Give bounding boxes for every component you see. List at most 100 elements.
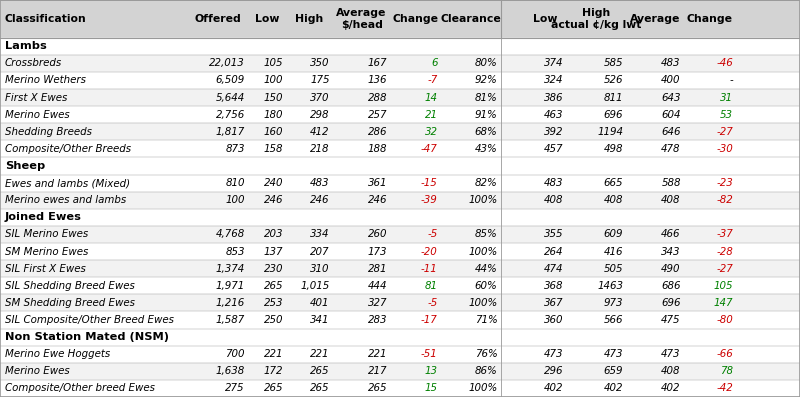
Text: 659: 659	[604, 366, 623, 376]
Text: -23: -23	[716, 178, 733, 188]
Text: 6,509: 6,509	[215, 75, 245, 85]
Text: 275: 275	[226, 384, 245, 393]
Text: 265: 265	[310, 384, 330, 393]
Text: -: -	[729, 75, 733, 85]
Text: 361: 361	[368, 178, 387, 188]
Text: elders: elders	[654, 273, 754, 346]
Text: 240: 240	[264, 178, 283, 188]
Text: 334: 334	[310, 229, 330, 239]
Text: 80%: 80%	[475, 58, 498, 68]
Bar	[0, 89, 800, 106]
Text: 175: 175	[310, 75, 330, 85]
Text: -5: -5	[427, 298, 438, 308]
Text: 257: 257	[368, 110, 387, 119]
Text: Joined Ewes: Joined Ewes	[5, 212, 82, 222]
Text: 207: 207	[310, 247, 330, 256]
Text: Merino Ewe Hoggets: Merino Ewe Hoggets	[5, 349, 110, 359]
Bar	[0, 175, 800, 192]
Text: 81: 81	[425, 281, 438, 291]
Bar	[0, 123, 800, 140]
Text: Change: Change	[687, 14, 733, 24]
Text: 343: 343	[662, 247, 681, 256]
Text: 68%: 68%	[475, 127, 498, 137]
Text: High: High	[295, 14, 324, 24]
Text: 100%: 100%	[468, 384, 498, 393]
Text: Average: Average	[630, 14, 680, 24]
Bar	[0, 55, 800, 72]
Text: 811: 811	[604, 93, 623, 102]
Text: 31: 31	[720, 93, 733, 102]
Text: 246: 246	[368, 195, 387, 205]
Text: Low: Low	[255, 14, 279, 24]
Text: 386: 386	[544, 93, 563, 102]
Text: Clearance: Clearance	[441, 14, 501, 24]
Text: SIL Merino Ewes: SIL Merino Ewes	[5, 229, 88, 239]
Text: 374: 374	[544, 58, 563, 68]
Text: Offered: Offered	[194, 14, 242, 24]
Text: 1,638: 1,638	[215, 366, 245, 376]
Text: Low: Low	[534, 14, 558, 24]
Text: -27: -27	[716, 264, 733, 274]
Text: -7: -7	[427, 75, 438, 85]
Text: 60%: 60%	[475, 281, 498, 291]
Text: 1,374: 1,374	[215, 264, 245, 274]
Text: 167: 167	[368, 58, 387, 68]
Bar	[0, 158, 800, 175]
Text: 13: 13	[425, 366, 438, 376]
Text: 105: 105	[264, 58, 283, 68]
Text: 341: 341	[310, 315, 330, 325]
Text: 466: 466	[662, 229, 681, 239]
Text: 412: 412	[310, 127, 330, 137]
Text: 76%: 76%	[475, 349, 498, 359]
Text: 327: 327	[368, 298, 387, 308]
Text: 43%: 43%	[475, 144, 498, 154]
Text: 6: 6	[431, 58, 438, 68]
Text: 324: 324	[544, 75, 563, 85]
Text: 609: 609	[604, 229, 623, 239]
Text: Shedding Breeds: Shedding Breeds	[5, 127, 92, 137]
Text: 505: 505	[604, 264, 623, 274]
Text: -80: -80	[716, 315, 733, 325]
Text: SIL Composite/Other Breed Ewes: SIL Composite/Other Breed Ewes	[5, 315, 174, 325]
Text: 1,971: 1,971	[215, 281, 245, 291]
Text: 147: 147	[714, 298, 733, 308]
Text: 1,587: 1,587	[215, 315, 245, 325]
Bar	[0, 329, 800, 346]
Text: 368: 368	[544, 281, 563, 291]
Bar	[0, 0, 800, 38]
Text: -46: -46	[716, 58, 733, 68]
Text: 498: 498	[604, 144, 623, 154]
Text: SM Shedding Breed Ewes: SM Shedding Breed Ewes	[5, 298, 134, 308]
Text: Composite/Other Breeds: Composite/Other Breeds	[5, 144, 131, 154]
Text: 71%: 71%	[475, 315, 498, 325]
Text: 483: 483	[310, 178, 330, 188]
Text: 401: 401	[310, 298, 330, 308]
Text: -82: -82	[716, 195, 733, 205]
Text: 5,644: 5,644	[215, 93, 245, 102]
Text: 444: 444	[368, 281, 387, 291]
Text: -30: -30	[716, 144, 733, 154]
Text: 32: 32	[425, 127, 438, 137]
Text: 4,768: 4,768	[215, 229, 245, 239]
Bar	[0, 226, 800, 243]
Text: 873: 873	[226, 144, 245, 154]
Text: elders: elders	[454, 122, 554, 195]
Text: 85%: 85%	[475, 229, 498, 239]
Text: Lambs: Lambs	[5, 41, 46, 51]
Bar	[0, 72, 800, 89]
Text: 408: 408	[604, 195, 623, 205]
Text: 230: 230	[264, 264, 283, 274]
Text: 360: 360	[544, 315, 563, 325]
Bar	[0, 346, 800, 363]
Text: 665: 665	[604, 178, 623, 188]
Text: 100%: 100%	[468, 195, 498, 205]
Text: 44%: 44%	[475, 264, 498, 274]
Text: 86%: 86%	[475, 366, 498, 376]
Text: 457: 457	[544, 144, 563, 154]
Text: 473: 473	[604, 349, 623, 359]
Text: 402: 402	[604, 384, 623, 393]
Text: 1463: 1463	[597, 281, 623, 291]
Text: 281: 281	[368, 264, 387, 274]
Text: 150: 150	[264, 93, 283, 102]
Text: 416: 416	[604, 247, 623, 256]
